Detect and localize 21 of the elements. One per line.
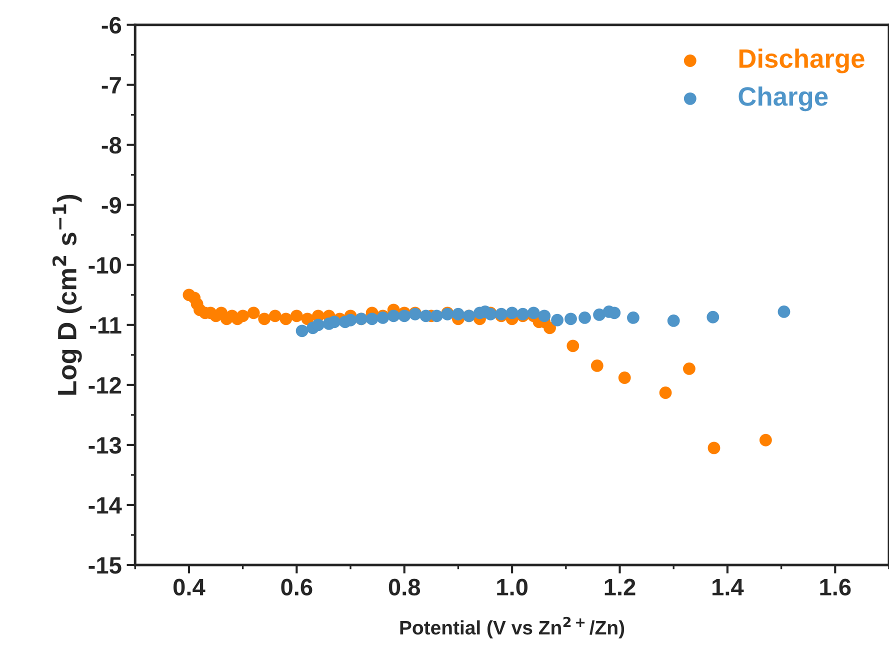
x-tick-label: 0.8 [388,578,420,596]
y-tick-label: -11 [90,317,122,334]
x-tick-label: 1.6 [820,578,851,596]
y-tick-label: -10 [88,256,121,274]
x-axis-title: Potential (V vs Zn$^{2+}$/Zn) [400,616,624,638]
y-tick-label: -8 [102,136,122,154]
x-tick-label: 1.0 [497,578,528,596]
x-tick-label: 0.4 [174,578,206,596]
y-tick-label: -15 [88,557,122,574]
y-axis-title: Log D (cm$^{2}$ s$^{−1}$) [52,194,82,395]
y-tick-label: -6 [102,16,122,34]
x-tick-label: 0.6 [281,578,312,596]
y-tick-label: -13 [88,437,122,454]
y-tick-label: -7 [102,77,121,94]
x-tick-label: 1.2 [604,578,636,596]
y-tick-label: -9 [102,196,122,214]
legend-label: Discharge [739,48,864,74]
y-tick-label: -12 [88,377,121,394]
x-tick-label: 1.4 [712,579,744,596]
legend-label: Charge [738,86,828,112]
y-tick-label: -14 [88,497,122,514]
